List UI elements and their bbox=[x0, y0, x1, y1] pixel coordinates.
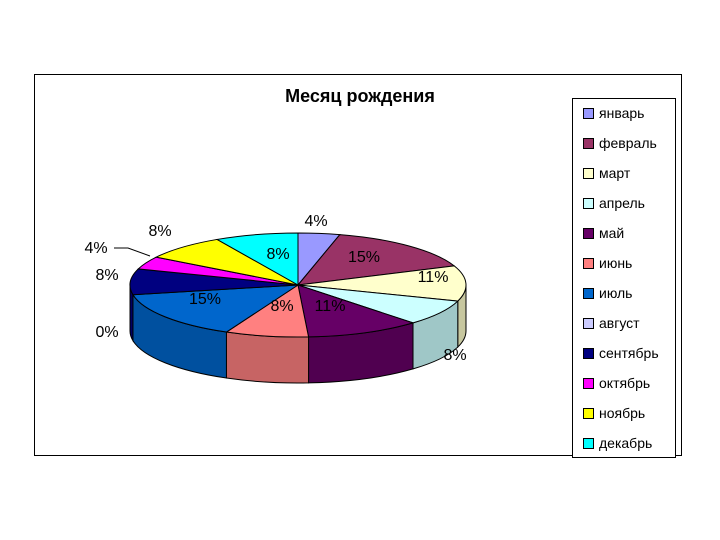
legend-swatch bbox=[583, 137, 594, 149]
legend-swatch bbox=[583, 347, 594, 359]
legend-swatch bbox=[583, 407, 594, 419]
legend-swatch bbox=[583, 227, 594, 239]
pie-slice-1 bbox=[296, 234, 456, 286]
legend-swatch bbox=[583, 197, 594, 209]
data-label-9: 4% bbox=[84, 240, 107, 257]
legend-label: ноябрь bbox=[599, 405, 646, 421]
legend-item: июль bbox=[583, 283, 632, 303]
data-label-10: 8% bbox=[148, 223, 171, 240]
pie-slice-2 bbox=[297, 265, 467, 302]
legend-item: март bbox=[583, 163, 630, 183]
data-label-0: 4% bbox=[304, 213, 327, 230]
pie-slice-6 bbox=[132, 284, 300, 333]
pie-slice-4 bbox=[297, 284, 415, 338]
pie-slice-11 bbox=[215, 232, 299, 286]
legend-swatch bbox=[583, 167, 594, 179]
chart-title: Месяц рождения bbox=[285, 86, 435, 106]
legend-label: октябрь bbox=[599, 375, 651, 391]
legend-label: январь bbox=[599, 105, 645, 121]
legend-item: сентябрь bbox=[583, 343, 659, 363]
data-label-7: 0% bbox=[95, 324, 118, 341]
legend-swatch bbox=[583, 287, 594, 299]
legend-swatch bbox=[583, 317, 594, 329]
legend: январь февраль март апрель май июнь июль август… bbox=[572, 98, 676, 458]
data-label-2: 11% bbox=[418, 269, 449, 286]
legend-label: август bbox=[599, 315, 640, 331]
legend-item: июнь bbox=[583, 253, 632, 273]
legend-label: сентябрь bbox=[599, 345, 659, 361]
data-label-8: 8% bbox=[95, 267, 118, 284]
legend-item: май bbox=[583, 223, 624, 243]
legend-item: август bbox=[583, 313, 640, 333]
legend-label: февраль bbox=[599, 135, 657, 151]
legend-label: апрель bbox=[599, 195, 645, 211]
legend-label: март bbox=[599, 165, 631, 181]
legend-label: май bbox=[599, 225, 625, 241]
legend-item: октябрь bbox=[583, 373, 650, 393]
legend-item: февраль bbox=[583, 133, 657, 153]
data-label-6: 15% bbox=[189, 291, 221, 308]
legend-item: ноябрь bbox=[583, 403, 645, 423]
data-label-4: 11% bbox=[315, 298, 346, 315]
legend-swatch bbox=[583, 377, 594, 389]
legend-label: декабрь bbox=[599, 435, 653, 451]
legend-swatch bbox=[583, 257, 594, 269]
legend-label: июль bbox=[599, 285, 633, 301]
legend-item: декабрь bbox=[583, 433, 652, 453]
legend-item: январь bbox=[583, 103, 644, 123]
data-label-1: 15% bbox=[348, 249, 380, 266]
pie-slice-side-5 bbox=[225, 331, 310, 384]
legend-swatch bbox=[583, 437, 594, 449]
data-label-11: 8% bbox=[266, 246, 289, 263]
legend-swatch bbox=[583, 107, 594, 119]
legend-label: июнь bbox=[599, 255, 633, 271]
legend-item: апрель bbox=[583, 193, 645, 213]
data-label-3: 8% bbox=[443, 347, 466, 364]
data-label-5: 8% bbox=[270, 298, 293, 315]
leader-line bbox=[114, 247, 151, 257]
